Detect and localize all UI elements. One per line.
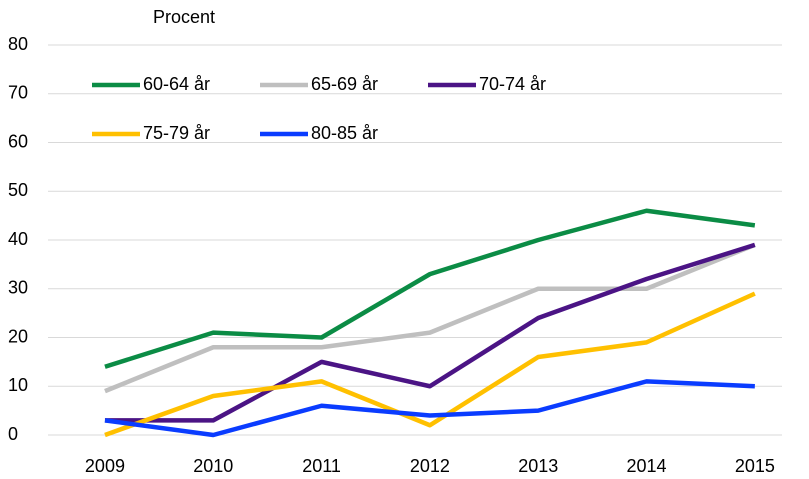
x-tick-label: 2015: [735, 456, 775, 476]
y-tick-label: 30: [8, 278, 28, 298]
legend-label: 60-64 år: [143, 74, 210, 94]
x-tick-label: 2014: [627, 456, 667, 476]
x-tick-label: 2010: [193, 456, 233, 476]
y-tick-label: 20: [8, 326, 28, 346]
x-tick-label: 2013: [518, 456, 558, 476]
series-line: [104, 208, 756, 369]
y-tick-label: 50: [8, 180, 28, 200]
y-tick-label: 10: [8, 375, 28, 395]
x-tick-label: 2011: [302, 456, 341, 476]
legend-label: 80-85 år: [311, 123, 378, 143]
series-line: [104, 379, 755, 438]
legend-label: 70-74 år: [479, 74, 546, 94]
series-line: [104, 291, 756, 438]
x-tick-label: 2009: [85, 456, 125, 476]
y-tick-label: 70: [8, 83, 28, 103]
x-tick-label: 2012: [410, 456, 450, 476]
series-line: [104, 242, 756, 394]
series-line: [104, 242, 756, 423]
y-tick-label: 80: [8, 34, 28, 54]
y-tick-label: 60: [8, 131, 28, 151]
y-tick-label: 0: [8, 424, 18, 444]
legend-label: 75-79 år: [143, 123, 210, 143]
legend-label: 65-69 år: [311, 74, 378, 94]
y-axis-label: Procent: [153, 7, 215, 27]
y-tick-label: 40: [8, 229, 28, 249]
